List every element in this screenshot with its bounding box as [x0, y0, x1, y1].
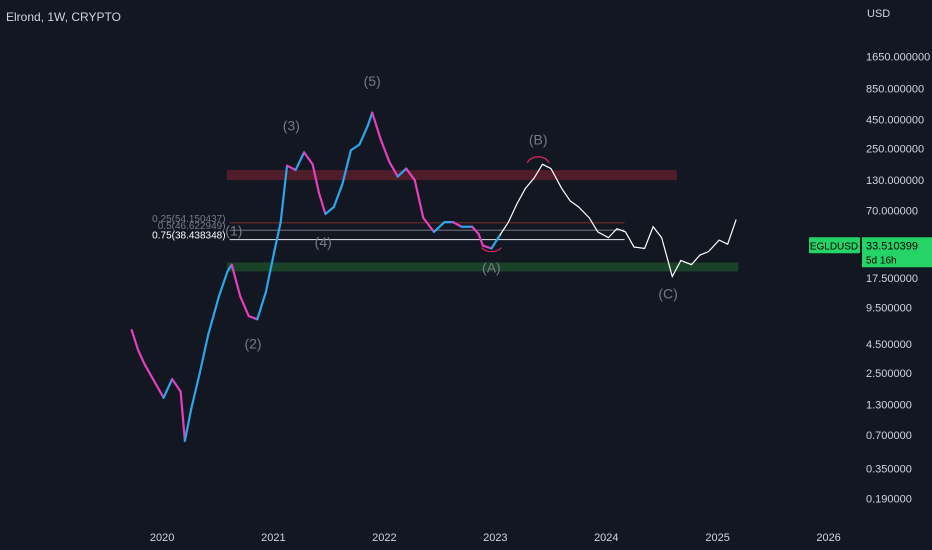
x-tick-label: 2020 — [150, 532, 174, 544]
y-tick-label: 9.500000 — [866, 303, 912, 315]
wave-label: (4) — [315, 234, 332, 250]
price-segment — [317, 191, 327, 216]
x-tick-label: 2022 — [372, 532, 396, 544]
wave-label: (A) — [482, 260, 501, 276]
price-axis-unit: USD — [867, 8, 891, 20]
projection-line — [499, 163, 737, 279]
price-segment — [151, 377, 165, 399]
wave-label: (3) — [283, 118, 300, 134]
resistance-zone — [226, 170, 677, 181]
fib-layer: 0.25(54.150437)0.5(46.622949)0.75(38.438… — [152, 214, 625, 242]
price-segment — [396, 167, 408, 178]
price-segment — [324, 205, 335, 216]
x-tick-label: 2024 — [594, 532, 618, 544]
price-segment — [179, 390, 186, 442]
price-segment — [490, 234, 501, 250]
price-segment — [130, 329, 140, 352]
y-tick-label: 17.500000 — [866, 273, 918, 285]
wave-label: (1) — [225, 222, 242, 238]
price-segment — [198, 333, 210, 374]
price-tag-countdown: 5d 16h — [866, 255, 897, 266]
peak-arc — [526, 156, 550, 164]
price-segment — [264, 250, 276, 294]
y-tick-label: 70.000000 — [866, 205, 918, 217]
price-segment — [477, 233, 484, 247]
price-segment — [349, 143, 361, 152]
wave-label: (C) — [658, 285, 677, 301]
zones-layer — [226, 170, 739, 272]
fib-label: 0.25(54.150437) — [152, 214, 225, 225]
symbol-tag-bg — [809, 237, 860, 254]
price-segment — [247, 315, 259, 321]
y-tick-label: 0.700000 — [866, 430, 912, 442]
y-tick-label: 1650.000000 — [866, 51, 930, 63]
price-segment — [379, 138, 391, 163]
fib-label: 0.75(38.438348) — [152, 231, 225, 242]
price-segment — [143, 362, 155, 381]
price-segment — [413, 179, 425, 219]
price-segment — [162, 377, 174, 399]
price-segment — [256, 291, 267, 321]
series-layer — [130, 111, 737, 442]
wave-label: (2) — [244, 336, 261, 352]
y-tick-label: 0.190000 — [866, 493, 912, 505]
price-segment — [481, 244, 493, 250]
y-tick-label: 1.300000 — [866, 400, 912, 412]
y-tick-label: 2.500000 — [866, 368, 912, 380]
price-tag-bg — [862, 237, 932, 268]
wave-label: (5) — [364, 73, 381, 89]
price-segment — [366, 111, 374, 127]
fib-label: 0.5(46.622949) — [158, 221, 226, 232]
y-tick-label: 130.000000 — [866, 175, 924, 187]
price-segment — [311, 163, 321, 195]
price-segment — [183, 407, 193, 442]
price-segment — [285, 164, 297, 172]
price-segment — [371, 111, 382, 141]
price-segment — [388, 160, 399, 178]
price-segment — [239, 295, 250, 318]
price-segment — [405, 167, 416, 182]
y-tick-label: 250.000000 — [866, 143, 924, 155]
price-segment — [294, 151, 306, 172]
price-tag-value: 33.510399 — [866, 240, 918, 252]
price-segment — [273, 221, 282, 253]
price-tag: EGLDUSD 33.510399 5d 16h — [809, 237, 932, 268]
price-segment — [171, 377, 182, 393]
price-segment — [332, 182, 344, 209]
price-segment — [358, 124, 370, 146]
x-tick-label: 2025 — [705, 532, 729, 544]
trough-arc — [480, 247, 502, 253]
wave-labels-layer: (3) (5) (4) (2) (1) (A) (B) (C) — [225, 73, 677, 352]
y-tick-label: 850.000000 — [866, 84, 924, 96]
x-tick-label: 2021 — [261, 532, 285, 544]
wave-label: (B) — [529, 132, 548, 148]
y-tick-label: 450.000000 — [866, 115, 924, 127]
price-segment — [451, 221, 463, 228]
price-segment — [190, 371, 201, 410]
y-axis: 1650.000000 850.000000 450.000000 250.00000… — [866, 51, 930, 505]
price-segment — [471, 225, 480, 236]
price-segment — [422, 216, 436, 233]
support-zone — [226, 262, 739, 272]
price-segment — [136, 348, 146, 366]
price-segment — [230, 263, 242, 298]
y-tick-label: 4.500000 — [866, 339, 912, 351]
chart-title: Elrond, 1W, CRYPTO — [6, 10, 121, 24]
x-tick-label: 2026 — [816, 532, 840, 544]
price-segment — [302, 151, 314, 166]
symbol-tag-label: EGLDUSD — [810, 241, 858, 252]
price-segment — [217, 270, 229, 298]
price-segment — [207, 295, 221, 336]
price-segment — [341, 149, 353, 186]
x-axis: 2020 2021 2022 2023 2024 2025 2026 — [150, 532, 841, 544]
price-segment — [279, 164, 289, 224]
y-tick-label: 0.350000 — [866, 464, 912, 476]
price-segment — [432, 221, 446, 233]
x-tick-label: 2023 — [483, 532, 507, 544]
